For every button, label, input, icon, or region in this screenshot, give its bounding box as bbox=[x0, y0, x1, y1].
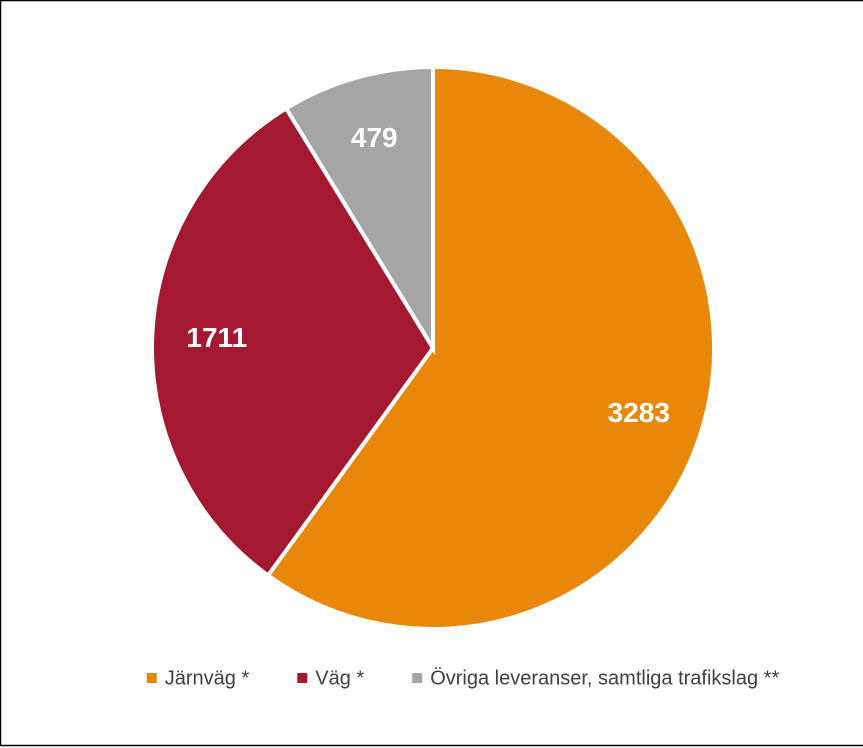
legend-label: Järnväg * bbox=[165, 667, 250, 689]
legend-marker bbox=[297, 673, 308, 683]
data-label: 3283 bbox=[608, 397, 670, 428]
pie-slice bbox=[150, 105, 436, 579]
data-label: 479 bbox=[351, 122, 398, 153]
legend-label: Övriga leveranser, samtliga trafikslag *… bbox=[430, 667, 779, 689]
legend-label: Väg * bbox=[315, 667, 364, 689]
legend-marker bbox=[412, 673, 423, 683]
legend-marker bbox=[146, 673, 157, 683]
pie-slice bbox=[283, 64, 435, 356]
pie-slice bbox=[265, 64, 716, 631]
data-label: 1711 bbox=[186, 322, 247, 353]
